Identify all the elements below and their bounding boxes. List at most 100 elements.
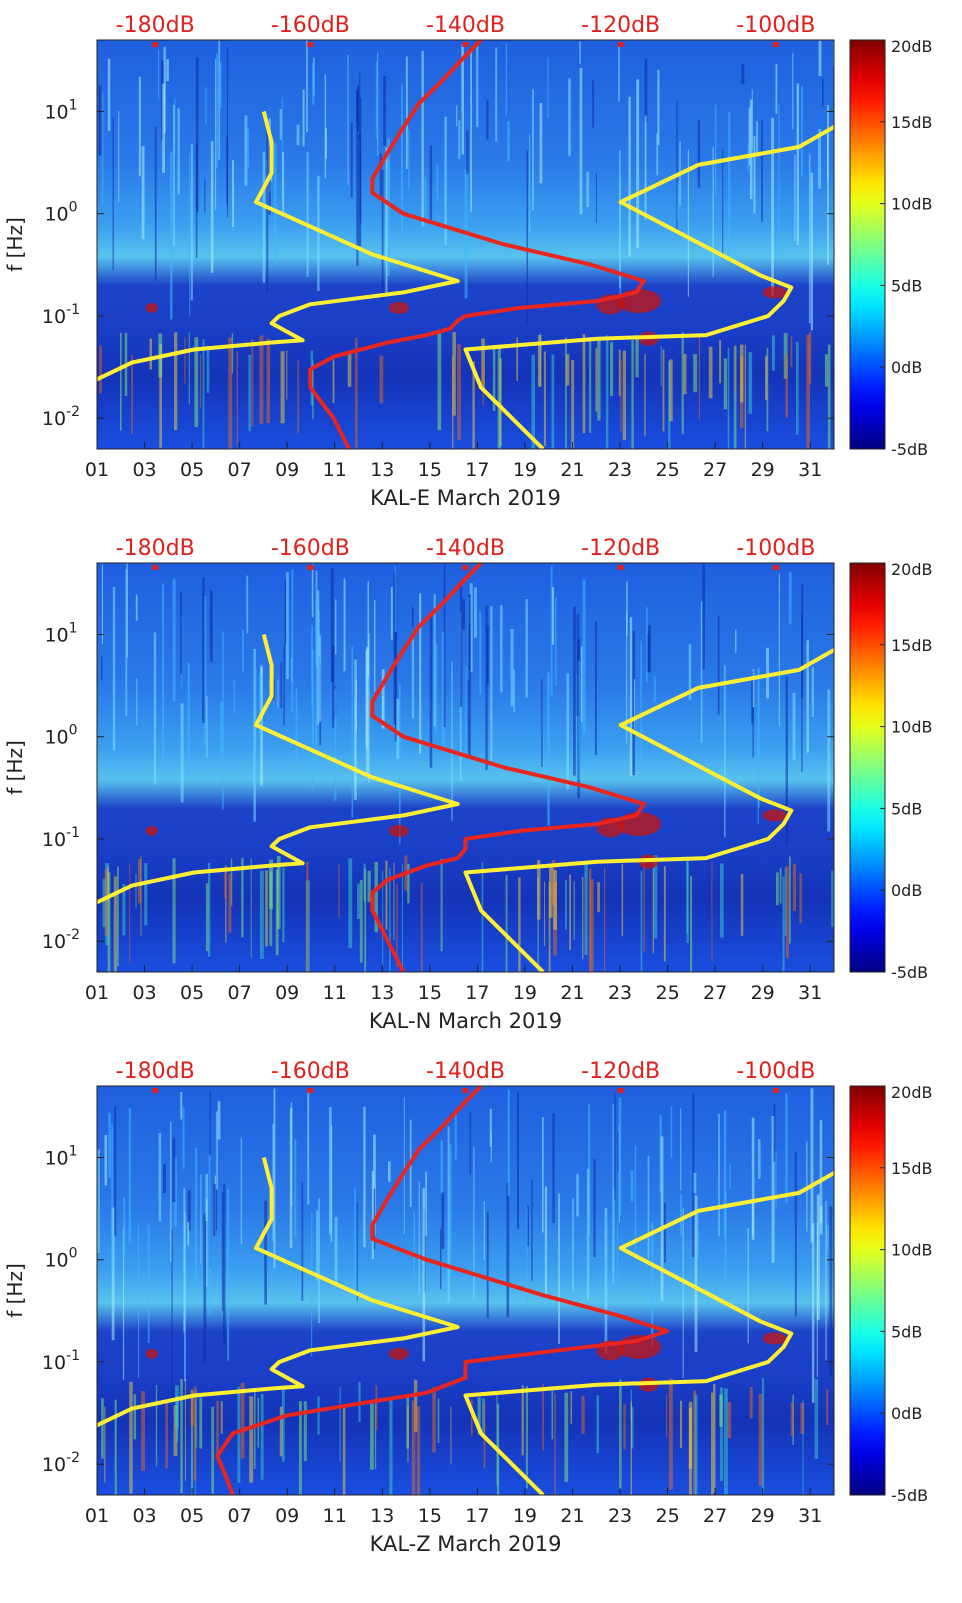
top-db-marker [152,1088,159,1093]
noise-curve-1 [97,111,460,382]
x-tick-label: 13 [370,982,394,1004]
top-db-label: -120dB [581,536,660,561]
y-tick-label: 10-2 [42,1450,80,1476]
colorbar-label: 10dB [891,1241,933,1260]
top-db-label: -160dB [271,536,350,561]
colorbar-label: 0dB [891,881,922,900]
top-db-marker [617,1088,624,1093]
top-db-marker [462,1088,469,1093]
x-tick-label: 13 [370,1505,394,1527]
x-tick-label: 25 [655,982,679,1004]
x-tick-label: 15 [418,459,442,481]
x-tick-label: 19 [513,982,537,1004]
x-tick-label: 05 [180,982,204,1004]
spectrogram-texture [97,1088,833,1495]
x-tick-label: 13 [370,459,394,481]
colorbar [849,562,886,973]
noise-curve-2 [463,124,834,449]
top-db-label: -160dB [271,1059,350,1084]
top-db-marker [462,42,469,47]
noise-curve-3 [215,1086,670,1495]
y-axis-title: f [Hz] [3,217,27,272]
colorbar-label: 5dB [891,799,922,818]
colorbar [849,39,886,450]
x-tick-label: 07 [228,982,252,1004]
top-db-marker [772,42,779,47]
x-tick-label: 27 [703,1505,727,1527]
y-tick-label: 10-2 [42,927,80,953]
x-tick-label: 11 [323,982,347,1004]
x-tick-label: 01 [85,459,109,481]
top-db-marker [307,42,314,47]
x-tick-label: 23 [608,1505,632,1527]
colorbar-label: 10dB [891,718,933,737]
top-db-marker [152,565,159,570]
colorbar-label: -5dB [891,440,928,459]
colorbar-label: 0dB [891,358,922,377]
top-db-label: -140dB [426,13,505,38]
top-db-label: -120dB [581,1059,660,1084]
x-tick-label: 31 [798,459,822,481]
x-axis-title: KAL-E March 2019 [370,486,561,510]
colorbar-label: 5dB [891,276,922,295]
y-axis-title: f [Hz] [3,740,27,795]
y-tick-label: 101 [44,620,77,646]
top-db-marker [307,1088,314,1093]
x-tick-label: 27 [703,982,727,1004]
colorbar-label: 10dB [891,195,933,214]
x-tick-label: 15 [418,1505,442,1527]
x-tick-label: 29 [751,982,775,1004]
colorbar [849,1085,886,1496]
noise-curve-3 [308,40,646,449]
x-tick-label: 01 [85,1505,109,1527]
top-db-label: -180dB [116,536,195,561]
y-tick-label: 101 [44,1143,77,1169]
x-tick-label: 19 [513,1505,537,1527]
colorbar-label: 0dB [891,1404,922,1423]
colorbar-label: -5dB [891,1486,928,1505]
plot-frame [96,562,835,973]
y-tick-label: 101 [44,97,77,123]
x-tick-label: 19 [513,459,537,481]
y-tick-label: 10-2 [42,404,80,430]
noise-curve-1 [97,634,460,905]
x-tick-label: 11 [323,459,347,481]
x-tick-label: 01 [85,982,109,1004]
noise-curve-2 [463,647,834,972]
top-db-label: -160dB [271,13,350,38]
x-tick-label: 17 [465,459,489,481]
colorbar-label: -5dB [891,963,928,982]
y-tick-label: 10-1 [42,1348,80,1374]
x-tick-label: 03 [132,1505,156,1527]
colorbar-label: 15dB [891,113,933,132]
x-tick-label: 23 [608,459,632,481]
x-axis-title: KAL-N March 2019 [369,1009,562,1033]
x-tick-label: 25 [655,1505,679,1527]
x-tick-label: 11 [323,1505,347,1527]
y-tick-label: 100 [44,1246,77,1272]
spectrogram-panel-2: 01 03 05 07 09 11 13 15 17 19 21 23 25 27 29 31 KAL-N Ma… [3,536,933,1033]
spectrogram-texture [98,40,834,449]
x-tick-label: 27 [703,459,727,481]
top-db-label: -100dB [736,13,815,38]
x-tick-label: 21 [560,1505,584,1527]
x-tick-label: 23 [608,982,632,1004]
x-tick-label: 09 [275,1505,299,1527]
x-tick-label: 03 [132,982,156,1004]
colorbar-label: 20dB [891,1083,933,1102]
top-db-label: -120dB [581,13,660,38]
x-tick-label: 07 [228,1505,252,1527]
noise-curve-1 [97,1157,460,1428]
y-tick-label: 10-1 [42,302,80,328]
top-db-label: -140dB [426,1059,505,1084]
spectrogram-panel-1: 01 03 05 07 09 11 13 15 17 19 21 23 25 27 29 31 KAL-E Ma… [3,13,933,510]
colorbar-label: 15dB [891,1159,933,1178]
spectrogram-panel-3: 01 03 05 07 09 11 13 15 17 19 21 23 25 27 29 31 KAL-Z Ma… [3,1059,933,1556]
x-tick-label: 29 [751,1505,775,1527]
x-tick-label: 17 [465,1505,489,1527]
plot-frame [96,1085,835,1496]
x-tick-label: 15 [418,982,442,1004]
noise-curve-3 [370,563,646,972]
top-db-label: -180dB [116,1059,195,1084]
top-db-label: -100dB [736,536,815,561]
